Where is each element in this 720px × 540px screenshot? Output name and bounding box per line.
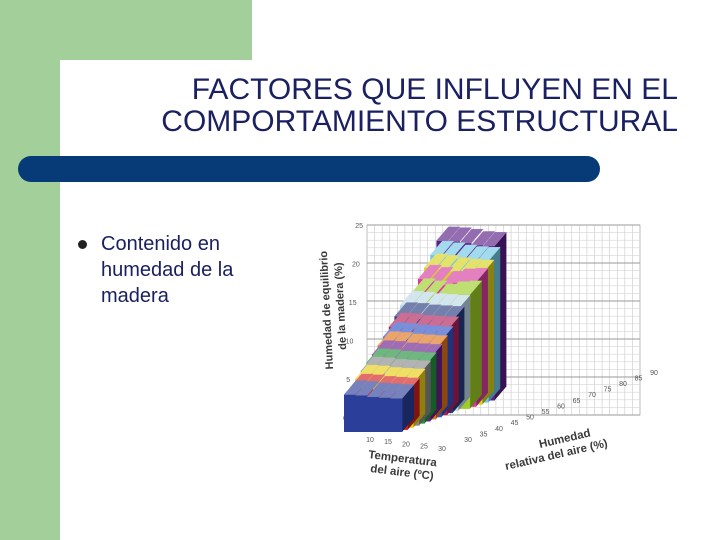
green-tab-decoration xyxy=(0,0,252,60)
bar-front-face xyxy=(378,397,391,432)
bar-front-face xyxy=(367,397,380,432)
z-tick-label: 25 xyxy=(355,223,363,230)
bar-top-face xyxy=(470,231,496,246)
green-side-decoration xyxy=(0,60,60,540)
bar-front-face xyxy=(390,398,403,432)
bar-top-face xyxy=(457,280,483,296)
z-tick-label: 10 xyxy=(346,339,354,346)
humidity-tick-label: 90 xyxy=(650,370,658,377)
humidity-tick-label: 40 xyxy=(495,426,503,433)
bar-top-face xyxy=(435,226,461,242)
temperature-tick-label: 10 xyxy=(366,437,374,444)
humidity-tick-label: 80 xyxy=(619,381,627,388)
humidity-tick-label: 65 xyxy=(573,398,581,405)
slide-title: FACTORES QUE INFLUYEN EN EL COMPORTAMIEN… xyxy=(161,73,678,138)
humidity-tick-label: 60 xyxy=(557,403,565,410)
humidity-tick-label: 30 xyxy=(464,437,472,444)
bar-side-face xyxy=(402,384,414,432)
temperature-tick-label: 30 xyxy=(438,446,446,453)
temperature-tick-label: 25 xyxy=(420,444,428,451)
bar-top-face xyxy=(378,383,403,399)
humidity-tick-label: 35 xyxy=(480,431,488,438)
bullet-dot-icon xyxy=(78,240,87,249)
humidity-tick-label: 55 xyxy=(542,409,550,416)
z-tick-label: 5 xyxy=(346,377,350,384)
humidity-tick-label: 50 xyxy=(526,415,534,422)
humidity-tick-label: 45 xyxy=(511,420,519,427)
bar-side-face xyxy=(469,280,482,409)
title-underline-bar xyxy=(18,156,600,182)
z-axis-title-line2: de la madera (%) xyxy=(333,262,350,350)
bar-front-face xyxy=(355,395,368,432)
z-tick-label: 15 xyxy=(349,300,357,307)
temperature-tick-label: 15 xyxy=(384,439,392,446)
bar-top-face xyxy=(459,228,484,244)
z-tick-label: 20 xyxy=(352,262,360,269)
bar-front-face xyxy=(344,394,356,432)
temperature-tick-label: 20 xyxy=(402,441,410,448)
humidity-tick-label: 85 xyxy=(635,375,643,382)
bullet-text: Contenido en humedad de la madera xyxy=(101,233,234,307)
bar-top-face xyxy=(366,382,392,398)
humidity-tick-label: 75 xyxy=(604,387,612,394)
moisture-equilibrium-chart: 0510152025101520253030354045505560657075… xyxy=(318,223,658,483)
humidity-tick-label: 70 xyxy=(588,392,596,399)
